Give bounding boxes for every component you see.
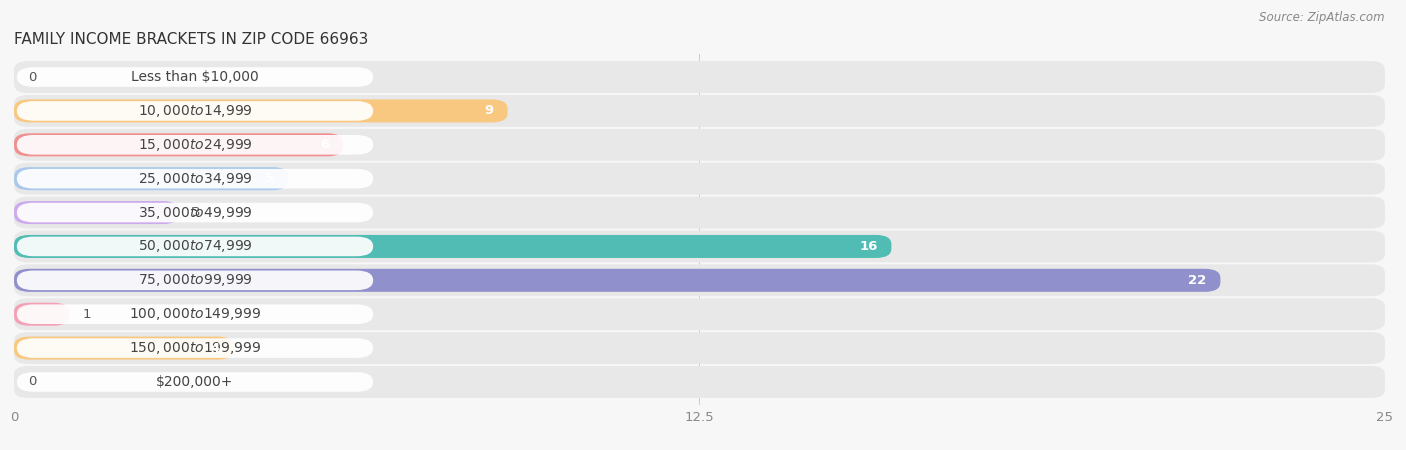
FancyBboxPatch shape (14, 167, 288, 190)
FancyBboxPatch shape (14, 265, 1385, 296)
FancyBboxPatch shape (14, 133, 343, 156)
Text: Less than $10,000: Less than $10,000 (131, 70, 259, 84)
FancyBboxPatch shape (14, 303, 69, 326)
FancyBboxPatch shape (14, 163, 1385, 194)
Text: $50,000 to $74,999: $50,000 to $74,999 (138, 238, 253, 254)
FancyBboxPatch shape (14, 332, 1385, 364)
Text: FAMILY INCOME BRACKETS IN ZIP CODE 66963: FAMILY INCOME BRACKETS IN ZIP CODE 66963 (14, 32, 368, 47)
Text: $25,000 to $34,999: $25,000 to $34,999 (138, 171, 253, 187)
FancyBboxPatch shape (14, 197, 1385, 229)
FancyBboxPatch shape (14, 99, 508, 122)
Text: 4: 4 (211, 342, 219, 355)
Text: 9: 9 (485, 104, 494, 117)
FancyBboxPatch shape (17, 270, 373, 290)
Text: 16: 16 (859, 240, 877, 253)
Text: 5: 5 (266, 172, 274, 185)
FancyBboxPatch shape (14, 129, 1385, 161)
FancyBboxPatch shape (14, 269, 1220, 292)
Text: Source: ZipAtlas.com: Source: ZipAtlas.com (1260, 11, 1385, 24)
FancyBboxPatch shape (14, 201, 179, 224)
FancyBboxPatch shape (17, 203, 373, 222)
Text: 6: 6 (321, 138, 329, 151)
Text: 0: 0 (28, 375, 37, 388)
Text: $15,000 to $24,999: $15,000 to $24,999 (138, 137, 253, 153)
Text: $200,000+: $200,000+ (156, 375, 233, 389)
FancyBboxPatch shape (14, 337, 233, 360)
Text: 3: 3 (193, 206, 201, 219)
Text: 0: 0 (28, 71, 37, 84)
FancyBboxPatch shape (14, 230, 1385, 262)
FancyBboxPatch shape (14, 61, 1385, 93)
FancyBboxPatch shape (17, 338, 373, 358)
FancyBboxPatch shape (14, 235, 891, 258)
FancyBboxPatch shape (17, 67, 373, 87)
Text: 22: 22 (1188, 274, 1206, 287)
Text: $10,000 to $14,999: $10,000 to $14,999 (138, 103, 253, 119)
FancyBboxPatch shape (14, 95, 1385, 127)
Text: 1: 1 (83, 308, 91, 321)
Text: $150,000 to $199,999: $150,000 to $199,999 (129, 340, 262, 356)
FancyBboxPatch shape (14, 298, 1385, 330)
FancyBboxPatch shape (17, 372, 373, 392)
Text: $75,000 to $99,999: $75,000 to $99,999 (138, 272, 253, 288)
Text: $100,000 to $149,999: $100,000 to $149,999 (129, 306, 262, 322)
FancyBboxPatch shape (17, 101, 373, 121)
Text: $35,000 to $49,999: $35,000 to $49,999 (138, 205, 253, 220)
FancyBboxPatch shape (17, 135, 373, 155)
FancyBboxPatch shape (14, 366, 1385, 398)
FancyBboxPatch shape (17, 237, 373, 256)
FancyBboxPatch shape (17, 169, 373, 189)
FancyBboxPatch shape (17, 304, 373, 324)
